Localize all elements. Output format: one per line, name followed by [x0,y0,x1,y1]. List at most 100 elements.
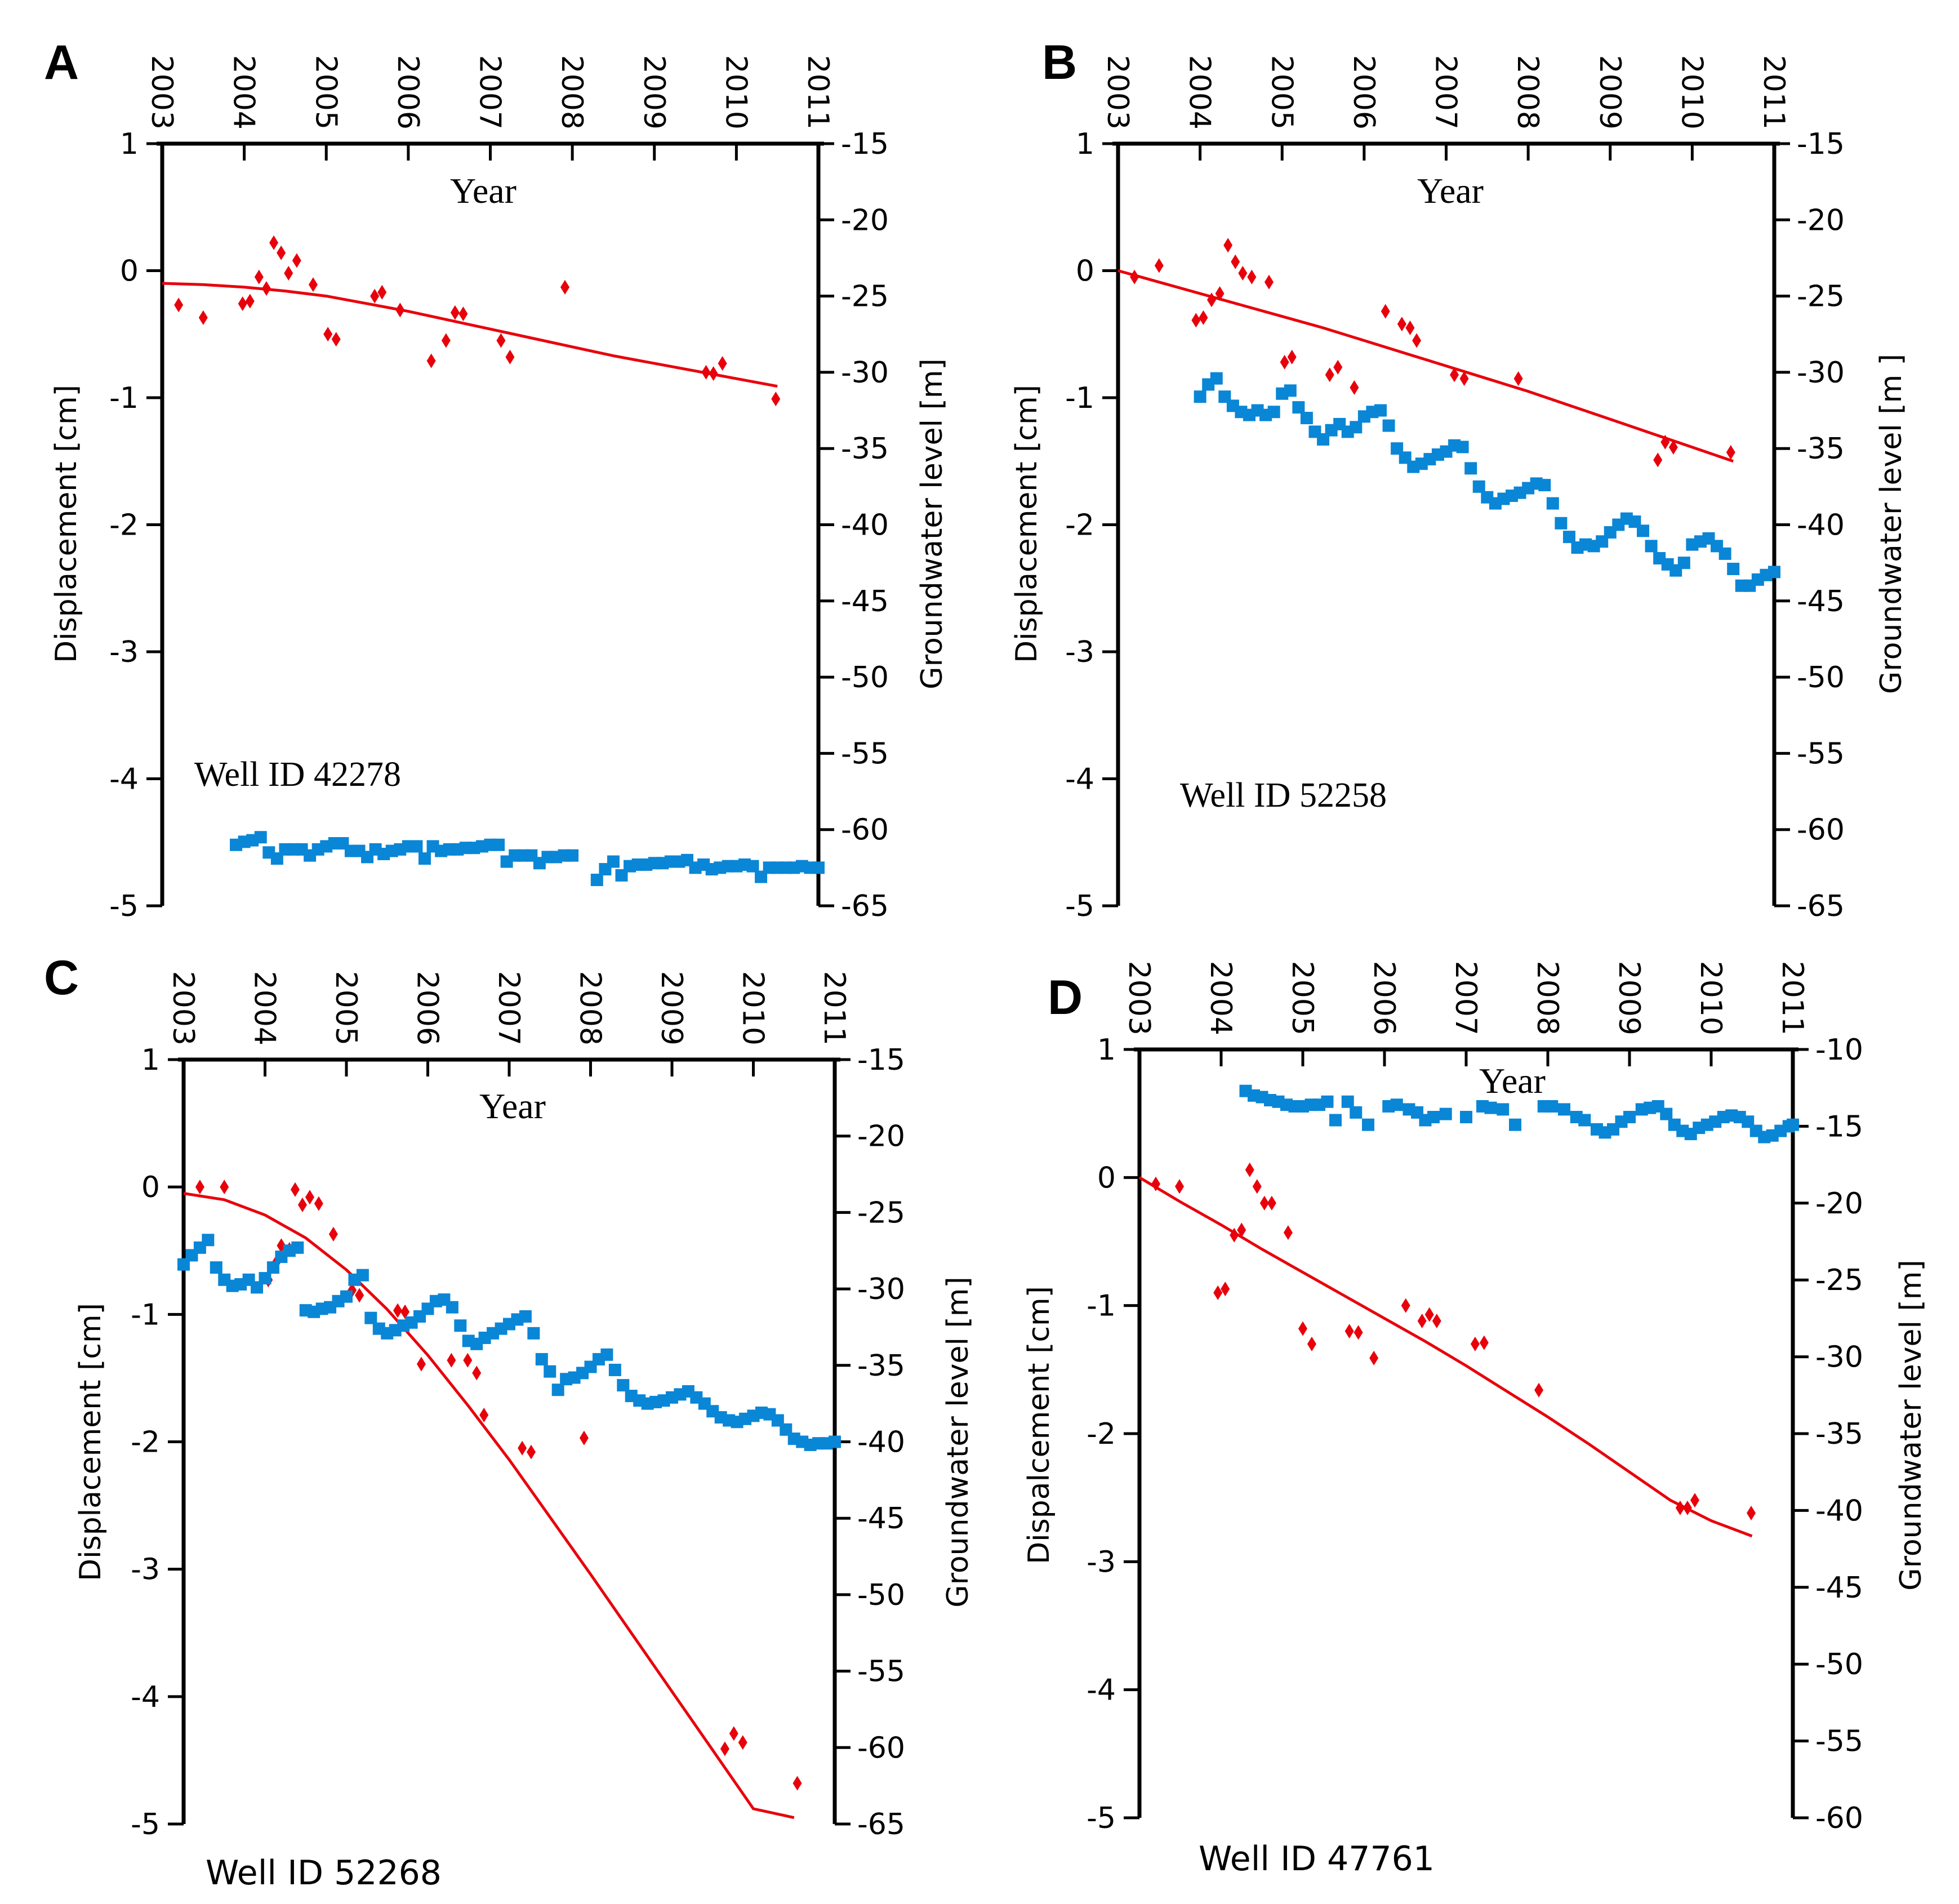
y-tick-label-c: -1 [131,1298,160,1332]
y2-tick-label-c: -40 [857,1426,905,1460]
y2-tick-label-b: -20 [1797,203,1845,237]
displacement-point-b [1238,266,1248,281]
displacement-point-a [198,310,208,325]
y-tick-label-c: -2 [131,1426,160,1460]
displacement-point-c [328,1226,338,1242]
displacement-point-d [1252,1179,1262,1194]
displacement-point-c [393,1303,403,1318]
x-tick-label-a: 2008 [555,55,589,130]
displacement-point-a [331,332,341,347]
groundwater-point-c [519,1310,532,1323]
groundwater-point-b [1350,421,1363,434]
groundwater-point-d [1509,1118,1521,1131]
groundwater-point-a [492,838,505,851]
displacement-point-a [254,269,264,284]
displacement-point-b [1412,333,1422,348]
marks-a [162,235,825,886]
displacement-point-c [738,1735,747,1750]
x-tick-label-a: 2006 [391,55,425,130]
groundwater-point-c [551,1383,564,1396]
y2-tick-label-d: -10 [1815,1033,1863,1067]
groundwater-point-b [1292,401,1305,414]
y-tick-label-b: 1 [1076,127,1094,161]
displacement-point-b [1231,254,1240,269]
groundwater-point-b [1464,462,1477,475]
y2-tick-label-a: -15 [841,127,889,161]
y2-tick-label-d: -25 [1815,1264,1863,1297]
groundwater-point-d [1497,1103,1510,1116]
groundwater-point-a [812,861,825,874]
groundwater-point-b [1472,480,1485,493]
groundwater-point-d [1350,1106,1363,1119]
y-tick-label-b: -5 [1065,889,1094,923]
groundwater-point-b [1194,390,1206,403]
y-tick-label-d: -5 [1087,1801,1116,1835]
displacement-point-b [1397,317,1406,332]
groundwater-point-d [1341,1095,1354,1108]
displacement-point-c [518,1440,527,1456]
y-tick-label-a: -4 [109,763,139,797]
y2-tick-label-d: -60 [1815,1801,1863,1835]
trend-line-a [162,282,778,388]
displacement-point-d [1307,1336,1316,1351]
y-tick-label-c: 1 [141,1043,160,1077]
x-tick-label-c: 2008 [573,971,607,1046]
displacement-point-c [195,1180,204,1195]
groundwater-point-a [590,873,603,886]
axes-d: 2003 2004 2005 2006 2007 2008 2009 2010 2011 1 0 -1… [1087,961,1863,1835]
well-label-d: Well ID 47761 [1199,1839,1435,1879]
y2-tick-label-b: -15 [1797,127,1845,161]
groundwater-point-a [418,852,431,865]
y2-tick-label-d: -55 [1815,1725,1863,1759]
y2-tick-label-a: -30 [841,356,889,390]
groundwater-point-b [1546,497,1559,510]
displacement-point-c [314,1196,323,1211]
groundwater-point-c [340,1290,353,1303]
displacement-point-c [416,1356,426,1372]
displacement-point-a [718,356,727,371]
displacement-point-b [1191,313,1201,328]
displacement-point-b [1726,444,1735,460]
displacement-point-d [1369,1350,1379,1365]
groundwater-point-a [254,831,267,844]
y2-tick-label-a: -40 [841,509,889,542]
trend-line-d [1138,1176,1753,1538]
y-tick-label-a: -5 [109,889,139,923]
x-axis-title-d: Year [1479,1061,1546,1101]
panel-c: C 2003 2004 2005 2006 2007 2008 2009 2010 2011 1 0… [44,951,975,1893]
x-tick-label-b: 2004 [1183,55,1217,130]
x-tick-label-b: 2003 [1101,55,1134,130]
displacement-point-c [579,1430,589,1445]
y2-axis-title-d: Groundwater level [m] [1894,1260,1928,1590]
displacement-point-a [174,297,184,313]
x-tick-label-a: 2004 [227,55,261,130]
displacement-point-b [1459,371,1469,386]
y2-tick-label-c: -60 [857,1731,905,1765]
y2-tick-label-d: -40 [1815,1494,1863,1528]
y-tick-label-d: -3 [1087,1545,1116,1579]
displacement-point-d [1283,1225,1293,1240]
groundwater-point-b [1374,404,1387,417]
groundwater-point-d [1546,1100,1559,1113]
groundwater-point-d [1321,1095,1334,1108]
y-tick-label-c: 0 [141,1171,160,1204]
groundwater-point-c [617,1379,630,1392]
groundwater-point-c [454,1319,467,1332]
x-tick-label-c: 2010 [736,971,770,1046]
y2-tick-label-b: -50 [1797,661,1845,695]
y-tick-label-d: -1 [1087,1289,1116,1323]
x-tick-label-d: 2011 [1775,961,1809,1035]
x-tick-label-c: 2011 [817,971,851,1046]
x-axis-title-b: Year [1417,171,1484,211]
y2-tick-label-d: -45 [1815,1571,1863,1605]
displacement-point-d [1432,1313,1441,1328]
displacement-point-d [1479,1335,1489,1350]
groundwater-point-c [291,1241,304,1254]
groundwater-point-b [1382,419,1395,432]
displacement-point-b [1405,320,1415,335]
groundwater-point-d [1578,1114,1591,1127]
x-tick-label-b: 2006 [1347,55,1381,130]
groundwater-point-a [607,855,620,868]
y-tick-label-d: 0 [1097,1161,1116,1195]
groundwater-point-d [1362,1118,1374,1131]
